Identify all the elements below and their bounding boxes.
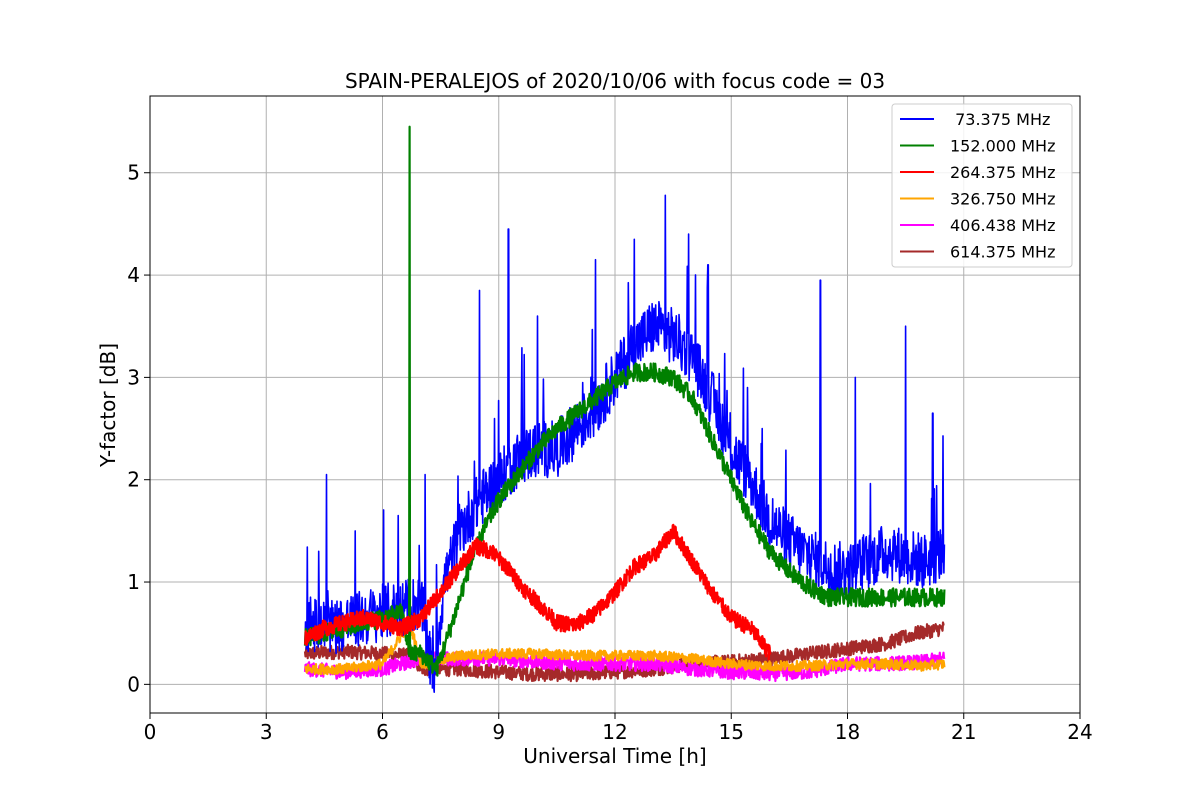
y-tick-label: 2 <box>127 468 140 492</box>
series-layer <box>303 125 946 694</box>
x-tick-label: 12 <box>602 720 627 744</box>
legend: 73.375 MHz 152.000 MHz 264.375 MHz 326.750 … <box>891 103 1073 268</box>
y-tick-label: 0 <box>127 672 140 696</box>
series-line <box>303 523 772 661</box>
x-axis-label: Universal Time [h] <box>523 744 706 768</box>
y-tick-label: 1 <box>127 570 140 594</box>
x-tick-label: 0 <box>144 720 157 744</box>
x-tick-label: 9 <box>492 720 505 744</box>
legend-label: 326.750 MHz <box>950 190 1055 209</box>
legend-box <box>891 103 1073 268</box>
y-axis-label: Y-factor [dB] <box>96 343 120 468</box>
x-tick-label: 18 <box>835 720 860 744</box>
x-tick-label: 21 <box>951 720 976 744</box>
plot-area <box>303 125 946 694</box>
legend-label: 152.000 MHz <box>950 137 1055 156</box>
y-tick-label: 3 <box>127 365 140 389</box>
legend-label: 73.375 MHz <box>950 110 1050 129</box>
legend-label: 406.438 MHz <box>950 216 1055 235</box>
x-tick-label: 3 <box>260 720 273 744</box>
legend-label: 264.375 MHz <box>950 163 1055 182</box>
y-tick-label: 4 <box>127 263 140 287</box>
series-line <box>303 125 946 677</box>
x-tick-label: 24 <box>1067 720 1092 744</box>
x-tick-label: 6 <box>376 720 389 744</box>
chart-title: SPAIN-PERALEJOS of 2020/10/06 with focus… <box>345 69 885 93</box>
legend-label: 614.375 MHz <box>950 243 1055 262</box>
y-tick-label: 5 <box>127 161 140 185</box>
x-tick-label: 15 <box>719 720 744 744</box>
